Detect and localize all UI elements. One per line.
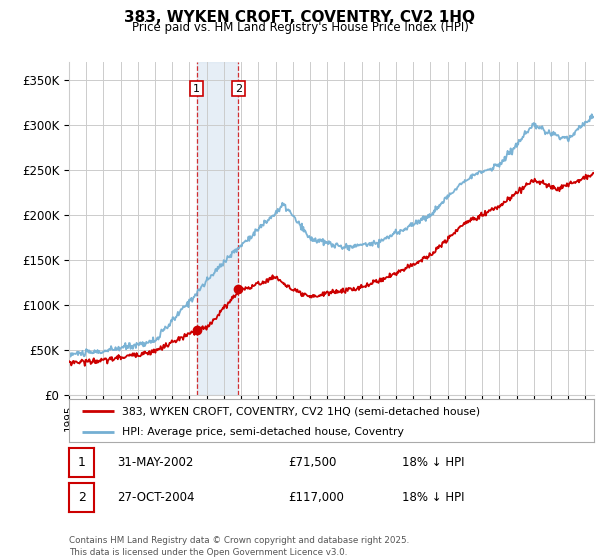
Text: HPI: Average price, semi-detached house, Coventry: HPI: Average price, semi-detached house,…	[121, 427, 403, 437]
Text: Contains HM Land Registry data © Crown copyright and database right 2025.
This d: Contains HM Land Registry data © Crown c…	[69, 536, 409, 557]
Text: 383, WYKEN CROFT, COVENTRY, CV2 1HQ (semi-detached house): 383, WYKEN CROFT, COVENTRY, CV2 1HQ (sem…	[121, 407, 479, 416]
Text: Price paid vs. HM Land Registry's House Price Index (HPI): Price paid vs. HM Land Registry's House …	[131, 21, 469, 34]
Text: 31-MAY-2002: 31-MAY-2002	[117, 456, 193, 469]
Text: 18% ↓ HPI: 18% ↓ HPI	[402, 456, 464, 469]
Text: 383, WYKEN CROFT, COVENTRY, CV2 1HQ: 383, WYKEN CROFT, COVENTRY, CV2 1HQ	[125, 10, 476, 25]
Text: 1: 1	[193, 83, 200, 94]
Text: 18% ↓ HPI: 18% ↓ HPI	[402, 491, 464, 505]
Bar	[197, 62, 238, 395]
Text: £117,000: £117,000	[288, 491, 344, 505]
Text: 27-OCT-2004: 27-OCT-2004	[117, 491, 194, 505]
Text: 2: 2	[235, 83, 242, 94]
Text: 1: 1	[77, 456, 86, 469]
Text: 2: 2	[77, 491, 86, 505]
Text: £71,500: £71,500	[288, 456, 337, 469]
